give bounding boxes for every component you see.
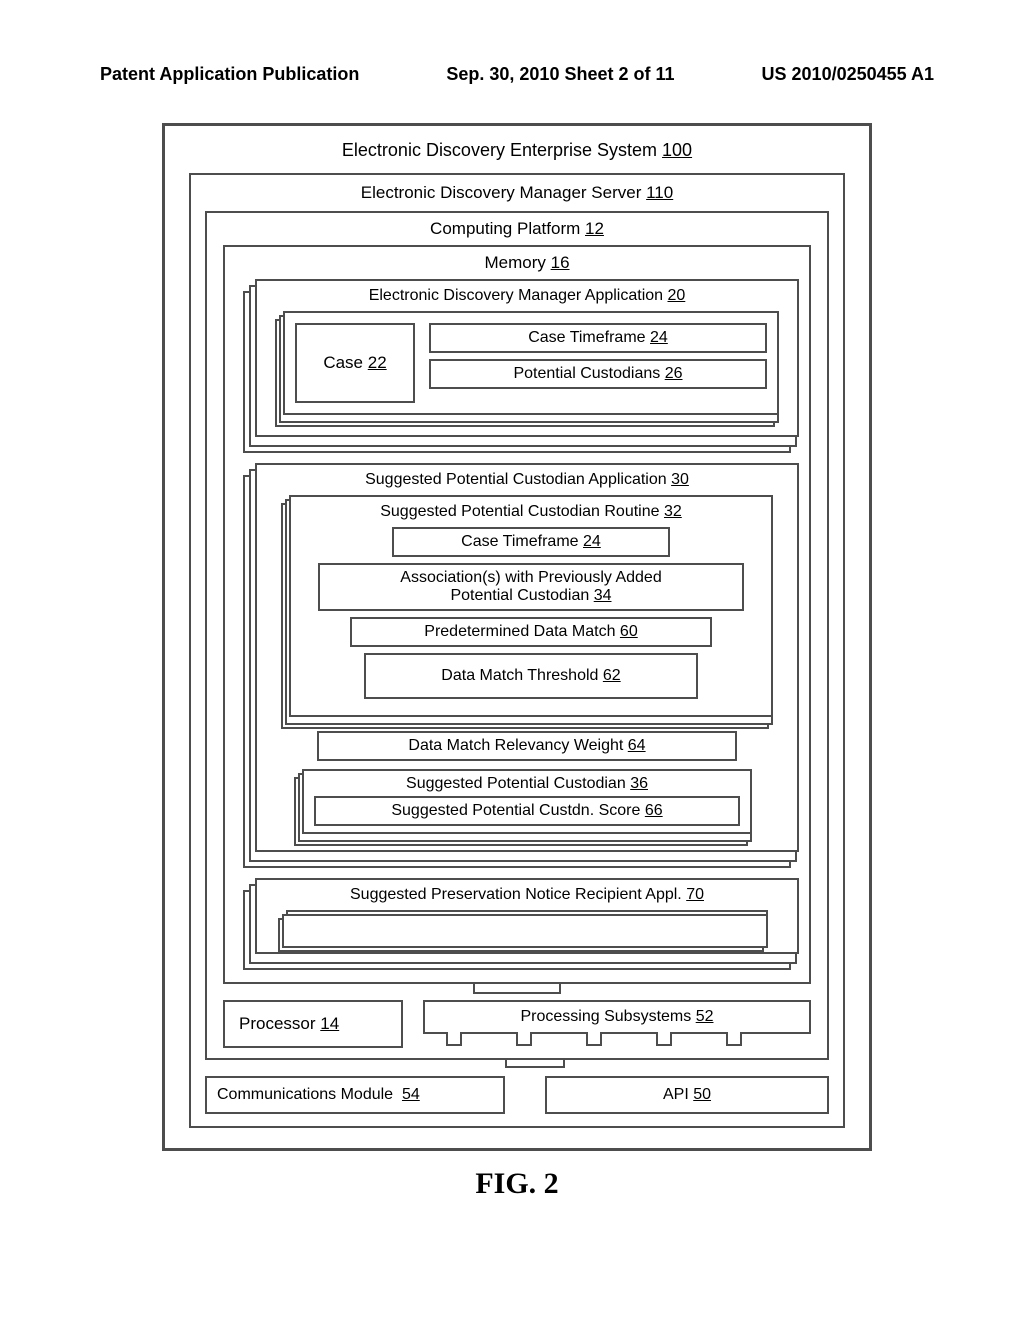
processor-row: Processor 14 Processing Subsystems 52: [223, 1000, 811, 1048]
system-title: Electronic Discovery Enterprise System 1…: [189, 140, 845, 161]
dm-thresh-box: Data Match Threshold 62: [364, 653, 698, 699]
comm-module-box: Communications Module 54: [205, 1076, 505, 1114]
system-box: Electronic Discovery Enterprise System 1…: [162, 123, 872, 1151]
spc-app-panel: Suggested Potential Custodian Applicatio…: [255, 463, 799, 852]
header-middle: Sep. 30, 2010 Sheet 2 of 11: [446, 64, 674, 85]
case-tf-label: Case Timeframe: [528, 329, 645, 346]
pot-cust-ref: 26: [665, 365, 683, 382]
dm-weight-label: Data Match Relevancy Weight: [408, 737, 623, 754]
spc-app-ref: 30: [671, 471, 689, 488]
spc-score-panel: Suggested Potential Custodian 36 Suggest…: [302, 769, 753, 834]
figure-caption: FIG. 2: [100, 1167, 934, 1201]
assoc-ref: 34: [594, 587, 612, 604]
assoc-line2: Potential Custodian: [450, 587, 589, 604]
spn-rec-label: Suggested Preservation Notice Recipient: [370, 916, 662, 933]
case-tf-ref: 24: [650, 329, 668, 346]
spn-app-panel: Suggested Preservation Notice Recipient …: [255, 878, 799, 954]
edm-app-stack: Electronic Discovery Manager Application…: [255, 279, 799, 437]
case-panel: Case 22 Case Timeframe 24: [283, 311, 779, 415]
spc36-label: Suggested Potential Custodian: [406, 775, 626, 792]
spc-app-title: Suggested Potential Custodian Applicatio…: [265, 471, 789, 489]
spc-routine-panel: Suggested Potential Custodian Routine 32…: [289, 495, 773, 717]
header-left: Patent Application Publication: [100, 64, 359, 85]
spc-score-ref: 66: [645, 802, 663, 819]
header-right: US 2010/0250455 A1: [762, 64, 934, 85]
case-box: Case 22: [295, 323, 415, 403]
platform-ref: 12: [585, 219, 604, 238]
memory-label: Memory: [484, 253, 545, 272]
page: Patent Application Publication Sep. 30, …: [0, 0, 1024, 1320]
spn-rec-ref: 72: [666, 916, 684, 933]
memory-title: Memory 16: [255, 253, 799, 273]
spn-app-title: Suggested Preservation Notice Recipient …: [265, 886, 789, 904]
case-right: Case Timeframe 24 Potential Custodians 2…: [429, 323, 767, 403]
memory-box: Memory 16 Electronic Discovery Manager A…: [223, 245, 811, 984]
subsystems-label: Processing Subsystems: [521, 1008, 692, 1025]
memory-processor-connector: [473, 984, 561, 994]
api-ref: 50: [693, 1086, 711, 1103]
case-tf2-label: Case Timeframe: [461, 533, 578, 550]
system-ref: 100: [662, 140, 692, 160]
potential-custodians-box: Potential Custodians 26: [429, 359, 767, 389]
spn-app-ref: 70: [686, 886, 704, 903]
memory-ref: 16: [551, 253, 570, 272]
assoc-box: Association(s) with Previously Added Pot…: [318, 563, 745, 611]
bottom-row: Communications Module 54 API 50: [205, 1076, 829, 1114]
pred-match-box: Predetermined Data Match 60: [350, 617, 712, 647]
header-row: Patent Application Publication Sep. 30, …: [100, 64, 934, 85]
case-stack: Case 22 Case Timeframe 24: [283, 311, 779, 415]
platform-title: Computing Platform 12: [223, 219, 811, 239]
server-box: Electronic Discovery Manager Server 110 …: [189, 173, 845, 1128]
platform-box: Computing Platform 12 Memory 16 Electron…: [205, 211, 829, 1060]
api-box: API 50: [545, 1076, 829, 1114]
subsystems-wrap: Processing Subsystems 52: [423, 1000, 811, 1048]
comm-ref: 54: [402, 1086, 420, 1103]
pot-cust-label: Potential Custodians: [513, 365, 660, 382]
spc-routine-ref: 32: [664, 503, 682, 520]
case-ref: 22: [368, 353, 387, 372]
spc-app-label: Suggested Potential Custodian Applicatio…: [365, 471, 667, 488]
case-label: Case: [323, 353, 363, 372]
processor-ref: 14: [320, 1014, 339, 1033]
dm-weight-box: Data Match Relevancy Weight 64: [317, 731, 736, 761]
subsystems-ref: 52: [696, 1008, 714, 1025]
spn-app-label: Suggested Preservation Notice Recipient …: [350, 886, 682, 903]
spc36-title: Suggested Potential Custodian 36: [310, 775, 745, 793]
edm-app-panel: Electronic Discovery Manager Application…: [255, 279, 799, 437]
spc36-ref: 36: [630, 775, 648, 792]
spc-routine-title: Suggested Potential Custodian Routine 32: [299, 503, 763, 521]
server-label: Electronic Discovery Manager Server: [361, 183, 642, 202]
spc-score-label: Suggested Potential Custdn. Score: [391, 802, 640, 819]
spn-app-stack: Suggested Preservation Notice Recipient …: [255, 878, 799, 954]
edm-app-label: Electronic Discovery Manager Application: [369, 287, 663, 304]
dm-thresh-label: Data Match Threshold: [441, 667, 598, 684]
subsystems-box: Processing Subsystems 52: [423, 1000, 811, 1034]
system-label: Electronic Discovery Enterprise System: [342, 140, 657, 160]
spn-rec-stack: Suggested Preservation Notice Recipient …: [286, 910, 768, 940]
pred-match-ref: 60: [620, 623, 638, 640]
server-ref: 110: [646, 183, 673, 202]
case-tf2-box: Case Timeframe 24: [392, 527, 670, 557]
api-label: API: [663, 1086, 689, 1103]
processor-label: Processor: [239, 1014, 316, 1033]
case-tf2-ref: 24: [583, 533, 601, 550]
dm-weight-ref: 64: [628, 737, 646, 754]
spn-rec-box: Suggested Preservation Notice Recipient …: [286, 910, 768, 940]
pred-match-label: Predetermined Data Match: [424, 623, 615, 640]
assoc-line1: Association(s) with Previously Added: [400, 569, 661, 586]
spc-routine-stack: Suggested Potential Custodian Routine 32…: [289, 495, 773, 717]
subsystems-connectors: [423, 1034, 811, 1048]
edm-app-title: Electronic Discovery Manager Application…: [265, 287, 789, 305]
edm-app-ref: 20: [668, 287, 686, 304]
platform-label: Computing Platform: [430, 219, 580, 238]
case-timeframe-box: Case Timeframe 24: [429, 323, 767, 353]
comm-label: Communications Module: [217, 1086, 393, 1103]
server-title: Electronic Discovery Manager Server 110: [205, 183, 829, 203]
dm-thresh-ref: 62: [603, 667, 621, 684]
spc-app-stack: Suggested Potential Custodian Applicatio…: [255, 463, 799, 852]
processor-box: Processor 14: [223, 1000, 403, 1048]
spc-score-box: Suggested Potential Custdn. Score 66: [314, 796, 740, 826]
spc-score-stack: Suggested Potential Custodian 36 Suggest…: [302, 769, 753, 834]
spc-routine-label: Suggested Potential Custodian Routine: [380, 503, 659, 520]
